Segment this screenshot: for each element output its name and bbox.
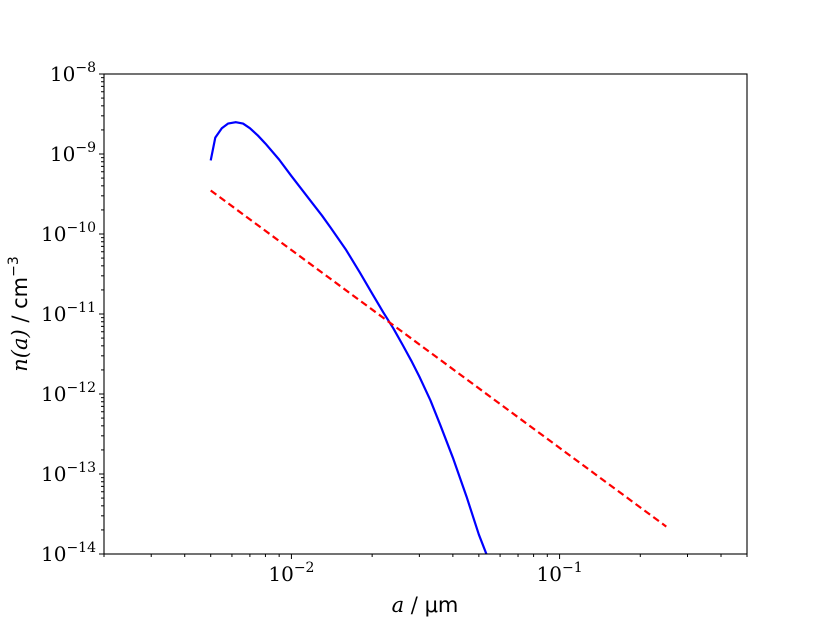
x-tick-label: 10−1 [537,560,583,586]
plot-frame [103,73,748,555]
series-layer [209,121,667,554]
y-tick-label: 10−8 [50,60,96,86]
y-tick-label: 10−12 [41,380,96,406]
y-tick-label: 10−14 [41,540,96,566]
y-axis-label: n(a) / cm−3 [6,256,32,372]
y-tick-label: 10−11 [41,300,96,326]
y-tick-label: 10−9 [50,140,96,166]
y-tick-label: 10−10 [41,220,96,246]
x-axis-ticks [103,554,748,559]
x-tick-label: 10−2 [268,560,314,586]
x-axis-label: a / μm [392,593,459,617]
y-axis-ticks [99,73,104,555]
series-line-1 [209,121,488,554]
y-axis-tick-labels: 10−14 10−13 10−12 10−11 10−10 10−9 10−8 [41,60,96,566]
y-tick-label: 10−13 [41,460,96,486]
series-line-2 [210,189,667,528]
x-axis-tick-labels: 10−2 10−1 [268,560,582,586]
